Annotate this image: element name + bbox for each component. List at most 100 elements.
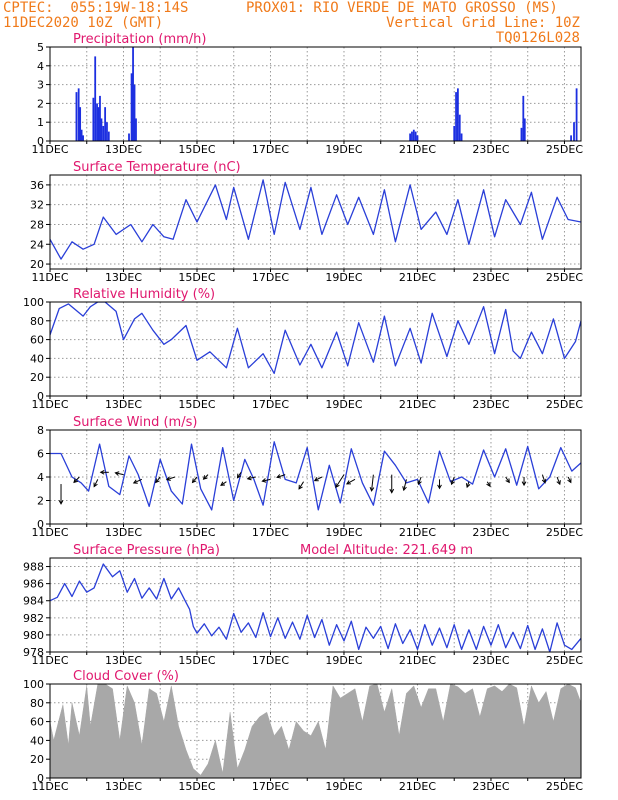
y-tick-label: 8 (37, 424, 44, 437)
x-tick-label: 15DEC (178, 271, 215, 284)
x-tick-label: 21DEC (399, 398, 436, 411)
y-tick-label: 80 (30, 315, 44, 328)
wind-arrow-head (298, 484, 303, 490)
y-tick-label: 20 (30, 258, 44, 271)
precip-bar (102, 125, 105, 141)
series-line (50, 179, 581, 260)
precip-bar (412, 129, 415, 141)
x-tick-label: 11DEC (31, 398, 68, 411)
precip-bar (130, 73, 133, 141)
precip-bar (79, 107, 82, 141)
precip-bar (132, 47, 134, 141)
y-tick-label: 982 (23, 612, 44, 625)
precip-bar (411, 131, 413, 141)
precip-bar (104, 107, 107, 141)
header-grid-line: Vertical Grid Line: 10Z (386, 15, 580, 31)
y-tick-label: 0 (37, 518, 44, 531)
wind-arrow-head (220, 481, 226, 486)
cloud-area (50, 684, 581, 778)
y-tick-label: 986 (23, 578, 44, 591)
wind-arrow (166, 476, 176, 481)
x-tick-label: 17DEC (252, 780, 289, 793)
wind-arrow-head (505, 478, 510, 484)
y-tick-label: 5 (37, 41, 44, 54)
panel-3: 0 2 4 6 8 11DEC 13DEC 15DEC 17DEC 19DEC 21DEC 23DEC… (31, 415, 583, 539)
y-tick-label: 20 (30, 371, 44, 384)
series-line (50, 441, 581, 511)
x-tick-label: 23DEC (472, 526, 509, 539)
precip-bar (570, 135, 572, 141)
y-tick-label: 4 (37, 60, 44, 73)
wind-arrow-head (114, 471, 120, 476)
x-tick-label: 23DEC (472, 398, 509, 411)
y-tick-label: 80 (30, 697, 44, 710)
wind-arrow (247, 476, 256, 480)
x-tick-label: 25DEC (546, 654, 583, 667)
x-tick-label: 25DEC (546, 780, 583, 793)
panel-title: Relative Humidity (%) (73, 287, 215, 302)
panel-frame (49, 301, 582, 397)
wind-arrow (417, 476, 422, 485)
x-tick-label: 25DEC (546, 398, 583, 411)
wind-arrow-head (73, 478, 78, 484)
y-tick-label: 60 (30, 334, 44, 347)
x-tick-label: 25DEC (546, 143, 583, 156)
wind-arrow (541, 474, 546, 483)
y-tick-label: 0 (37, 390, 44, 403)
wind-arrow-head (58, 500, 64, 505)
x-tick-label: 11DEC (31, 143, 68, 156)
wind-arrow (262, 478, 271, 482)
x-tick-label: 15DEC (178, 143, 215, 156)
y-tick-label: 980 (23, 629, 44, 642)
wind-arrow (203, 474, 209, 480)
wind-arrow (133, 478, 143, 484)
precip-bar (409, 133, 412, 141)
series-group (50, 441, 581, 511)
precip-bar (75, 92, 78, 141)
x-tick-label: 19DEC (325, 143, 362, 156)
precip-bar (135, 118, 137, 141)
y-tick-label: 40 (30, 734, 44, 747)
x-tick-label: 17DEC (252, 654, 289, 667)
panel-title: Surface Wind (m/s) (73, 415, 197, 430)
x-tick-label: 21DEC (399, 526, 436, 539)
precip-bar (92, 97, 95, 141)
y-tick-label: 2 (37, 495, 44, 508)
panel-5: 0 20 40 60 80 100 11DEC 13DEC 15DEC 17DEC 19DEC 21D… (23, 669, 583, 793)
x-tick-label: 21DEC (399, 271, 436, 284)
wind-arrow-head (567, 478, 572, 484)
precip-bar (96, 103, 98, 141)
x-tick-label: 25DEC (546, 526, 583, 539)
panel-1: 20 24 28 32 36 11DEC 13DEC 15DEC 17DEC 19DEC 21DEC… (30, 160, 583, 284)
precip-bar (414, 131, 417, 141)
wind-arrow (335, 474, 345, 488)
precip-bar (455, 92, 457, 141)
panel-frame (49, 46, 582, 142)
x-tick-label: 23DEC (472, 271, 509, 284)
panel-title: Surface Temperature (nC) (73, 160, 241, 175)
precip-bar (453, 125, 456, 141)
wind-arrow (93, 479, 99, 487)
wind-arrow (403, 479, 407, 491)
x-tick-label: 13DEC (105, 526, 142, 539)
panel-title: Surface Pressure (hPa) (73, 543, 220, 558)
x-tick-label: 11DEC (31, 526, 68, 539)
panel-0: 0 1 2 3 4 5 11DEC 13DEC 15DEC 17DEC 19DEC 21DEC 23DE… (31, 32, 583, 156)
y-tick-label: 40 (30, 352, 44, 365)
wind-arrow (451, 476, 455, 485)
wind-arrow (115, 472, 124, 476)
wind-arrow-head (389, 488, 395, 494)
precip-bar (456, 88, 459, 141)
wind-arrow-head (132, 479, 138, 484)
wind-arrow-head (345, 480, 351, 485)
y-tick-label: 24 (30, 238, 44, 251)
y-tick-label: 978 (23, 646, 44, 659)
precip-bar (458, 114, 461, 141)
wind-arrow-head (93, 482, 98, 488)
x-tick-label: 11DEC (31, 271, 68, 284)
panel-title: Cloud Cover (%) (73, 669, 179, 684)
x-tick-label: 11DEC (31, 654, 68, 667)
x-tick-label: 23DEC (472, 143, 509, 156)
wind-arrow-head (369, 486, 375, 492)
x-tick-label: 17DEC (252, 526, 289, 539)
